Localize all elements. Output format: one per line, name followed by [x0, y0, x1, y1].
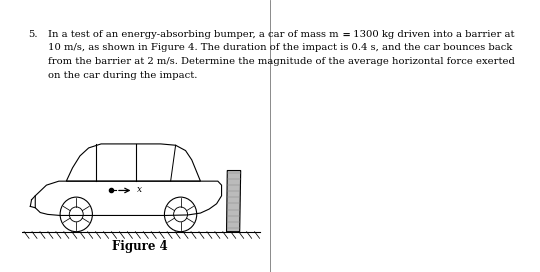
Text: 5.: 5.	[28, 30, 37, 39]
Text: In a test of an energy-absorbing bumper, a car of mass m: In a test of an energy-absorbing bumper,…	[48, 30, 339, 39]
Text: =: =	[339, 30, 350, 39]
Text: from the barrier at 2 m/s. Determine the magnitude of the average horizontal for: from the barrier at 2 m/s. Determine the…	[48, 57, 515, 66]
Text: 1300 kg driven into a barrier at: 1300 kg driven into a barrier at	[350, 30, 515, 39]
Text: Figure 4: Figure 4	[112, 240, 168, 253]
Polygon shape	[227, 171, 241, 232]
Text: 10 m/s, as shown in Figure 4. The duration of the impact is 0.4 s, and the car b: 10 m/s, as shown in Figure 4. The durati…	[48, 44, 512, 52]
Text: on the car during the impact.: on the car during the impact.	[48, 70, 198, 79]
Text: x: x	[137, 185, 142, 194]
